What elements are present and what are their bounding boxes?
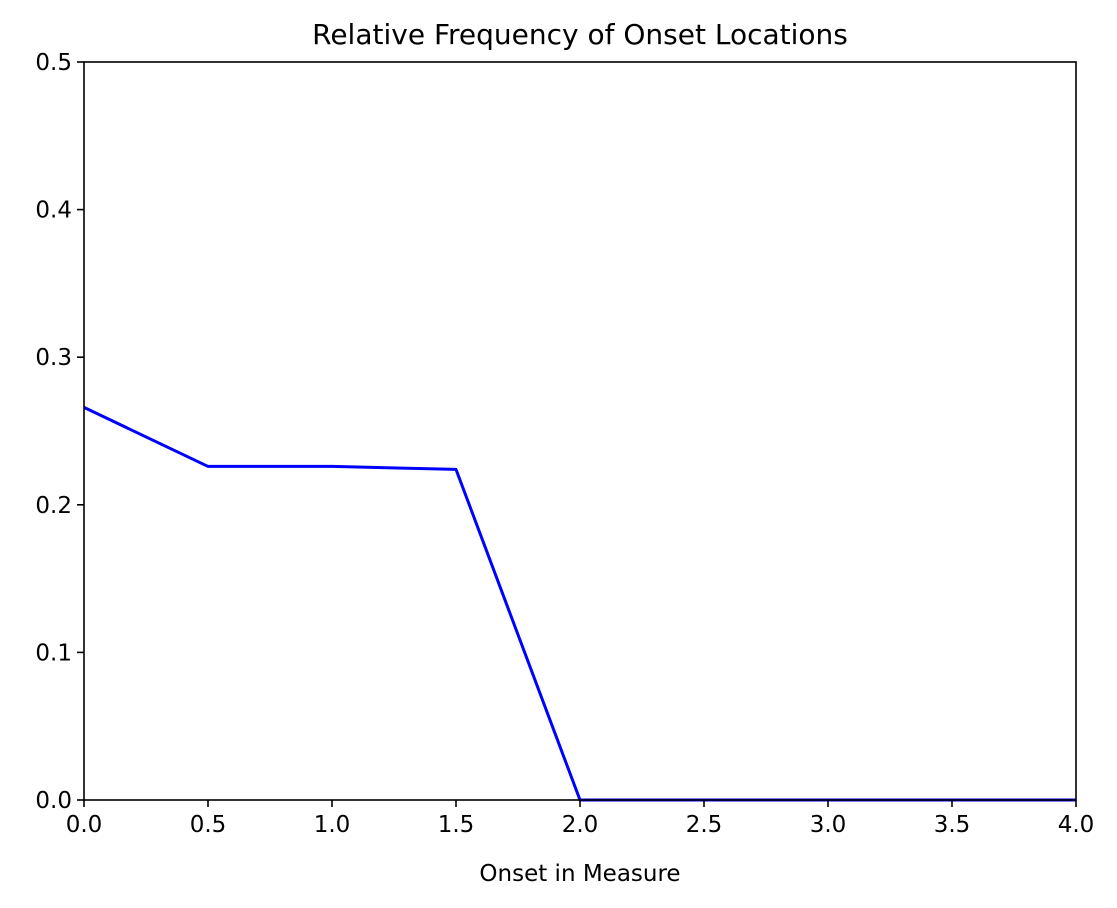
y-tick-label: 0.1: [35, 640, 72, 666]
x-axis: 0.0 0.5 1.0 1.5 2.0 2.5 3.0 3.5 4.0: [66, 800, 1095, 838]
x-tick-label: 0.5: [190, 812, 227, 838]
y-tick-label: 0.2: [35, 493, 72, 519]
series-line-0: [83, 406, 1076, 802]
y-axis: 0.0 0.1 0.2 0.3 0.4 0.5: [35, 50, 84, 814]
x-tick-label: 2.5: [686, 812, 723, 838]
x-tick-label: 3.0: [810, 812, 847, 838]
y-tick-label: 0.0: [35, 788, 72, 814]
x-tick-label: 1.0: [314, 812, 351, 838]
x-tick-label: 2.0: [562, 812, 599, 838]
x-axis-label: Onset in Measure: [479, 861, 680, 887]
plot-area: [83, 61, 1077, 802]
axes-frame: [83, 61, 1077, 801]
y-tick-label: 0.3: [35, 345, 72, 371]
x-tick-label: 1.5: [438, 812, 475, 838]
y-tick-label: 0.4: [35, 198, 72, 224]
x-tick-label: 4.0: [1058, 812, 1095, 838]
y-tick-label: 0.5: [35, 50, 72, 76]
chart-title: Relative Frequency of Onset Locations: [312, 18, 848, 51]
x-tick-label: 0.0: [66, 812, 103, 838]
x-tick-label: 3.5: [934, 812, 971, 838]
